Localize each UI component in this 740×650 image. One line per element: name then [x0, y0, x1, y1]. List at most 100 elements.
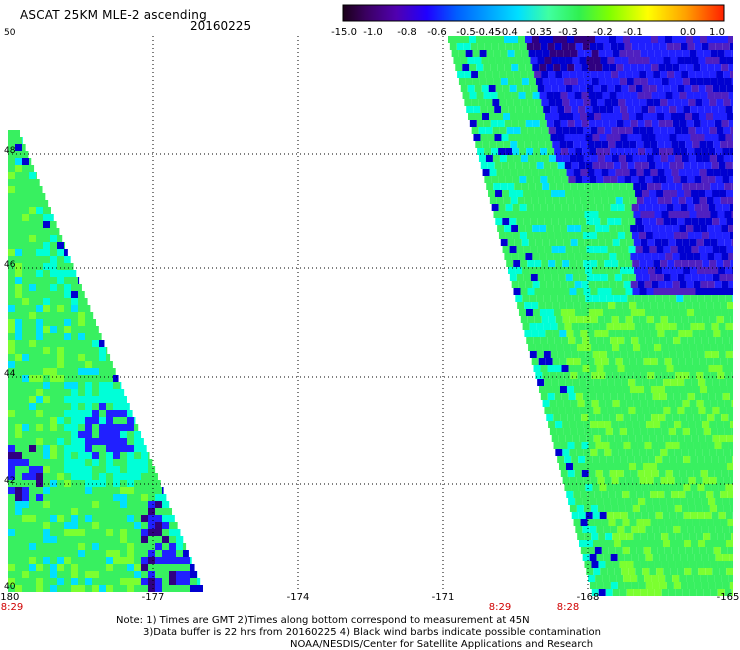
- swath-cell: [698, 540, 706, 547]
- swath-cell: [85, 473, 92, 480]
- swath-cell: [696, 211, 704, 218]
- swath-cell: [684, 379, 692, 386]
- swath-cell: [725, 512, 733, 519]
- swath-cell: [71, 473, 78, 480]
- swath-cell: [540, 204, 548, 211]
- swath-cell: [725, 351, 733, 358]
- swath-cell: [609, 253, 617, 260]
- swath-cell: [652, 43, 660, 50]
- swath-cell: [571, 484, 579, 491]
- swath-cell: [106, 487, 113, 494]
- swath-cell: [509, 85, 517, 92]
- swath-cell: [685, 113, 693, 120]
- swath-cell: [64, 543, 71, 550]
- swath-cell: [575, 43, 583, 50]
- swath-cell: [647, 372, 655, 379]
- swath-cell: [728, 442, 733, 449]
- swath-cell: [474, 57, 482, 64]
- swath-cell: [643, 141, 651, 148]
- swath-cell: [612, 533, 620, 540]
- swath-cell: [455, 36, 462, 43]
- swath-cell: [664, 491, 672, 498]
- swath-cell: [536, 295, 544, 302]
- swath-cell: [604, 477, 612, 484]
- swath-cell: [696, 533, 704, 540]
- swath-cell: [542, 50, 550, 57]
- swath-cell: [64, 424, 71, 431]
- swath-cell: [610, 365, 618, 372]
- swath-cell: [155, 508, 162, 515]
- swath-cell: [666, 554, 674, 561]
- swath-cell: [666, 148, 674, 155]
- swath-cell: [628, 407, 636, 414]
- swath-cell: [598, 78, 606, 85]
- swath-cell: [579, 274, 587, 281]
- swath-cell: [631, 148, 639, 155]
- swath-cell: [720, 113, 728, 120]
- swath-cell: [720, 302, 728, 309]
- swath-cell: [71, 319, 78, 326]
- swath-cell: [713, 386, 721, 393]
- swath-cell: [716, 316, 724, 323]
- swath-cell: [525, 92, 533, 99]
- swath-cell: [496, 169, 504, 176]
- swath-cell: [609, 120, 617, 127]
- swath-cell: [560, 253, 568, 260]
- swath-cell: [664, 547, 672, 554]
- swath-cell: [71, 375, 78, 382]
- swath-cell: [638, 365, 646, 372]
- swath-cell: [701, 176, 709, 183]
- swath-cell: [8, 396, 15, 403]
- swath-cell: [85, 529, 92, 536]
- swath-cell: [646, 421, 654, 428]
- swath-cell: [29, 424, 36, 431]
- swath-cell: [658, 281, 666, 288]
- swath-cell: [22, 452, 29, 459]
- swath-cell: [483, 36, 490, 43]
- swath-cell: [583, 449, 591, 456]
- swath-cell: [57, 340, 64, 347]
- swath-cell: [533, 43, 541, 50]
- swath-cell: [15, 368, 22, 375]
- swath-cell: [497, 225, 505, 232]
- swath-cell: [585, 484, 593, 491]
- swath-cell: [731, 78, 733, 85]
- swath-cell: [577, 211, 585, 218]
- swath-cell: [686, 442, 694, 449]
- swath-cell: [535, 344, 543, 351]
- swath-cell: [626, 428, 634, 435]
- swath-cell: [666, 204, 674, 211]
- swath-cell: [544, 407, 552, 414]
- swath-cell: [719, 540, 727, 547]
- swath-cell: [127, 466, 134, 473]
- swath-cell: [568, 204, 576, 211]
- swath-cell: [611, 99, 619, 106]
- swath-cell: [707, 414, 715, 421]
- swath-cell: [665, 253, 673, 260]
- swath-cell: [688, 260, 696, 267]
- swath-cell: [22, 340, 29, 347]
- swath-cell: [8, 137, 15, 144]
- swath-cell: [575, 232, 583, 239]
- swath-cell: [624, 365, 632, 372]
- swath-cell: [64, 312, 71, 319]
- swath-cell: [674, 421, 682, 428]
- swath-cell: [141, 522, 148, 529]
- swath-cell: [550, 295, 558, 302]
- swath-cell: [50, 494, 57, 501]
- swath-cell: [99, 466, 106, 473]
- swath-cell: [628, 274, 636, 281]
- swath-cell: [8, 298, 15, 305]
- swath-cell: [658, 442, 666, 449]
- swath-cell: [707, 64, 715, 71]
- swath-cell: [650, 358, 658, 365]
- swath-cell: [623, 309, 631, 316]
- swath-cell: [633, 533, 641, 540]
- swath-cell: [99, 459, 106, 466]
- swath-cell: [632, 505, 640, 512]
- swath-cell: [592, 484, 600, 491]
- swath-cell: [465, 78, 473, 85]
- swath-cell: [503, 141, 511, 148]
- swath-cell: [559, 358, 567, 365]
- swath-cell: [560, 309, 568, 316]
